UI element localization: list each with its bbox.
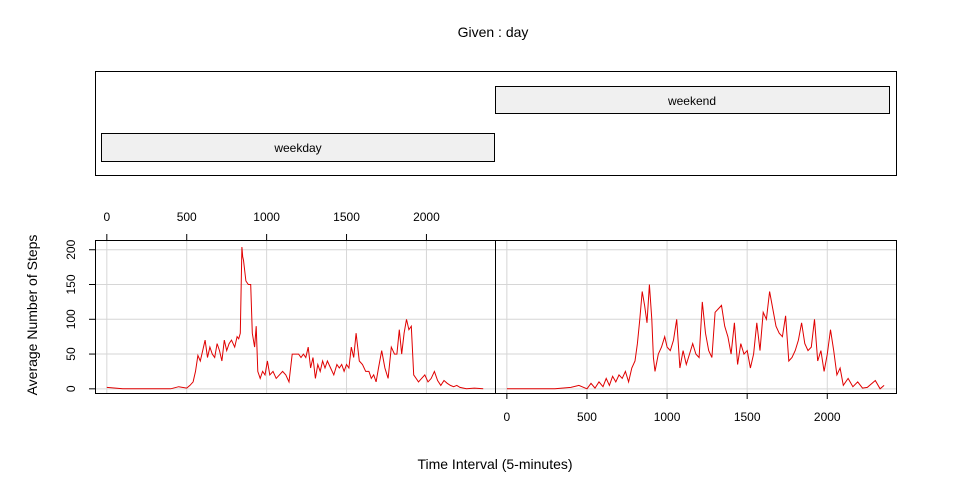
y-axis-label: Average Number of Steps [24,235,40,396]
x-tick-label: 500 [577,410,597,424]
x-tick-label: 1500 [333,210,360,224]
strip-weekday-label: weekday [273,141,321,155]
series-line-weekday [106,246,484,390]
panel-weekend: 0 500 1000 1500 2000 [495,240,897,424]
x-tick-label: 1000 [253,210,280,224]
panel-frame [95,240,496,394]
x-tick-label: 1500 [734,410,761,424]
x-tick-label: 0 [103,210,110,224]
x-tick-label: 1000 [654,410,681,424]
x-tick-label: 500 [177,210,197,224]
strip-weekday [101,133,495,162]
x-tick-label: 0 [504,410,511,424]
panel-weekday: 0 500 1000 1500 2000 0 50 100 150 200 [64,210,496,394]
y-tick-label: 100 [64,309,78,329]
panel-frame [495,240,897,394]
x-tick-label: 2000 [413,210,440,224]
given-panel: weekday weekend [95,71,897,176]
y-tick-label: 50 [64,347,78,361]
chart-title: Given : day [458,24,529,40]
given-panel-frame [95,71,897,176]
y-tick-label: 200 [64,239,78,259]
title-group: Given : day [458,24,529,40]
strip-weekend-label: weekend [667,94,716,108]
x-tick-label: 2000 [814,410,841,424]
y-tick-label: 0 [64,385,78,392]
y-tick-label: 150 [64,274,78,294]
x-axis-label: Time Interval (5-minutes) [417,456,572,472]
strip-weekend [495,86,890,114]
series-line-weekend [506,284,885,390]
